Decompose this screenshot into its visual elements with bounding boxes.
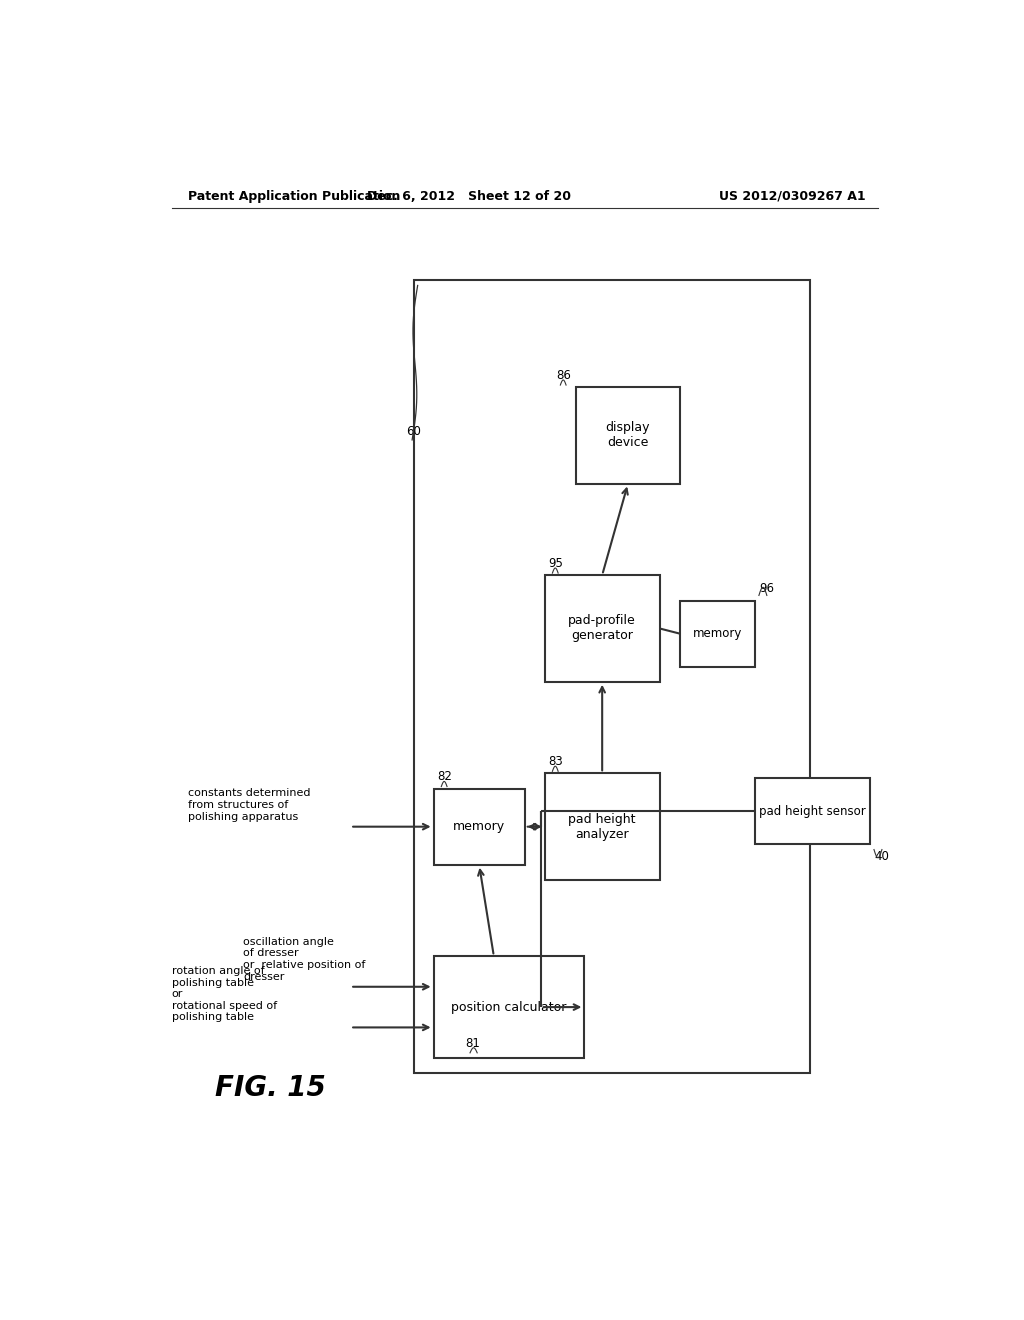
Text: 40: 40 (874, 850, 889, 862)
Text: US 2012/0309267 A1: US 2012/0309267 A1 (720, 190, 866, 202)
Text: 82: 82 (437, 771, 453, 784)
Text: pad height
analyzer: pad height analyzer (568, 813, 636, 841)
Text: constants determined
from structures of
polishing apparatus: constants determined from structures of … (187, 788, 310, 821)
Text: position calculator: position calculator (452, 1001, 566, 1014)
Text: 95: 95 (549, 557, 563, 570)
Text: memory: memory (453, 820, 505, 833)
Bar (414, 280, 811, 1073)
Text: 81: 81 (465, 1036, 480, 1049)
Text: pad-profile
generator: pad-profile generator (568, 615, 636, 643)
Bar (545, 774, 659, 880)
Text: FIG. 15: FIG. 15 (215, 1074, 326, 1102)
Text: rotation angle of
polishing table
or
rotational speed of
polishing table: rotation angle of polishing table or rot… (172, 966, 276, 1022)
Text: pad height sensor: pad height sensor (759, 805, 866, 818)
Text: 83: 83 (549, 755, 563, 768)
Text: display
device: display device (606, 421, 650, 449)
Bar (680, 601, 755, 667)
Text: oscillation angle
of dresser
or  relative position of
dresser: oscillation angle of dresser or relative… (243, 937, 366, 982)
Bar (433, 788, 524, 865)
Bar (545, 576, 659, 682)
Bar (433, 956, 585, 1057)
Bar (577, 387, 680, 483)
Text: 86: 86 (556, 370, 571, 381)
Bar (755, 779, 870, 845)
Text: Dec. 6, 2012   Sheet 12 of 20: Dec. 6, 2012 Sheet 12 of 20 (368, 190, 571, 202)
Text: Patent Application Publication: Patent Application Publication (187, 190, 400, 202)
Text: 60: 60 (406, 425, 421, 438)
Text: memory: memory (692, 627, 742, 640)
Text: 96: 96 (759, 582, 774, 595)
